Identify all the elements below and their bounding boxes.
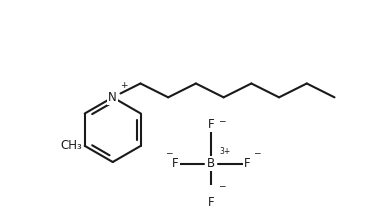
Text: CH₃: CH₃ <box>61 139 82 152</box>
Text: −: − <box>165 148 173 157</box>
Text: B: B <box>207 157 216 170</box>
Text: N: N <box>109 91 117 104</box>
Text: −: − <box>253 148 260 157</box>
Text: F: F <box>208 118 215 131</box>
Text: −: − <box>218 181 226 190</box>
Text: 3+: 3+ <box>220 147 231 156</box>
Text: −: − <box>218 116 226 125</box>
Text: F: F <box>244 157 250 170</box>
Text: F: F <box>172 157 179 170</box>
Text: F: F <box>208 196 215 208</box>
Text: +: + <box>121 81 128 90</box>
